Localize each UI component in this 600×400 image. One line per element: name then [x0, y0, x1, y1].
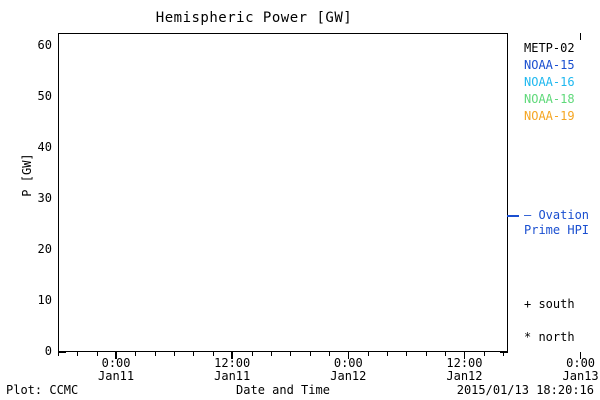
plot-frame: [58, 33, 508, 352]
x-tick-mark: [579, 352, 582, 359]
x-tick-time: 12:00: [446, 356, 483, 370]
y-tick-label: 30: [37, 190, 52, 205]
x-tick-mark: [115, 352, 117, 359]
x-tick-minor-mark: [154, 352, 156, 356]
y-tick-label: 10: [37, 292, 52, 307]
legend-item-noaa-18: NOAA-18: [524, 92, 575, 106]
y-axis-ticks: 0 10 20 30 40 50 60: [0, 0, 52, 400]
x-tick-label: 0:00 Jan11: [71, 357, 161, 383]
x-tick-minor-mark: [135, 352, 137, 356]
x-tick-mark: [463, 352, 466, 359]
x-tick-minor-mark: [193, 352, 195, 356]
legend-marker-north: * north: [524, 330, 575, 344]
footer-timestamp: 2015/01/13 18:20:16: [456, 383, 594, 397]
x-tick-minor-mark: [251, 352, 253, 356]
x-tick-mark: [579, 33, 582, 40]
ovation-legend-line2: Prime HPI: [524, 223, 590, 237]
x-tick-minor-mark: [77, 352, 79, 356]
y-tick-label: 50: [37, 88, 52, 103]
x-tick-date: Jan12: [330, 369, 367, 383]
y-tick-label: 60: [37, 37, 52, 52]
ovation-legend-line1: — Ovation: [524, 208, 590, 222]
ovation-legend-dash-icon: [507, 215, 519, 217]
x-tick-label: 12:00 Jan11: [187, 357, 277, 383]
x-tick-minor-mark: [309, 352, 311, 356]
x-tick-minor-mark: [96, 352, 98, 356]
x-tick-minor-mark: [445, 352, 447, 356]
x-tick-mark: [231, 352, 233, 359]
x-tick-minor-mark: [58, 352, 59, 356]
x-tick-date: Jan11: [214, 369, 251, 383]
y-tick-label: 40: [37, 139, 52, 154]
y-tick-label: 0: [44, 344, 52, 358]
x-tick-minor-mark: [328, 352, 330, 356]
x-tick-date: Jan12: [446, 369, 483, 383]
x-tick-date: Jan11: [98, 369, 135, 383]
x-tick-minor-mark: [270, 352, 272, 356]
x-tick-minor-mark: [174, 352, 176, 356]
footer-plot-source: Plot: CCMC: [6, 383, 79, 397]
x-tick-time: 12:00: [214, 356, 251, 370]
x-tick-date: Jan13: [562, 369, 599, 383]
y-tick-mark: [58, 351, 66, 353]
x-tick-label: 0:00 Jan12: [303, 357, 393, 383]
ovation-legend-label: — Ovation Prime HPI: [524, 208, 600, 238]
legend-item-noaa-19: NOAA-19: [524, 109, 575, 123]
x-tick-minor-mark: [406, 352, 408, 356]
x-tick-label: 0:00 Jan13: [536, 357, 600, 383]
x-tick-mark: [347, 352, 350, 359]
legend-item-metp-02: METP-02: [524, 41, 575, 55]
legend-item-noaa-15: NOAA-15: [524, 58, 575, 72]
legend-item-noaa-16: NOAA-16: [524, 75, 575, 89]
x-tick-time: 0:00: [566, 356, 596, 370]
x-tick-minor-mark: [425, 352, 427, 356]
legend: METP-02 NOAA-15 NOAA-16 NOAA-18 NOAA-19: [524, 40, 600, 125]
x-tick-time: 0:00: [101, 356, 131, 370]
x-tick-time: 0:00: [333, 356, 363, 370]
x-tick-minor-mark: [483, 352, 485, 356]
x-tick-minor-mark: [503, 352, 505, 356]
chart-title: Hemispheric Power [GW]: [155, 10, 353, 26]
legend-marker-south: + south: [524, 297, 575, 311]
x-axis-label: Date and Time: [236, 383, 330, 397]
y-tick-label: 20: [37, 241, 52, 256]
x-tick-label: 12:00 Jan12: [419, 357, 509, 383]
x-tick-minor-mark: [212, 352, 214, 356]
x-tick-minor-mark: [367, 352, 369, 356]
x-tick-minor-mark: [290, 352, 292, 356]
x-tick-minor-mark: [387, 352, 389, 356]
